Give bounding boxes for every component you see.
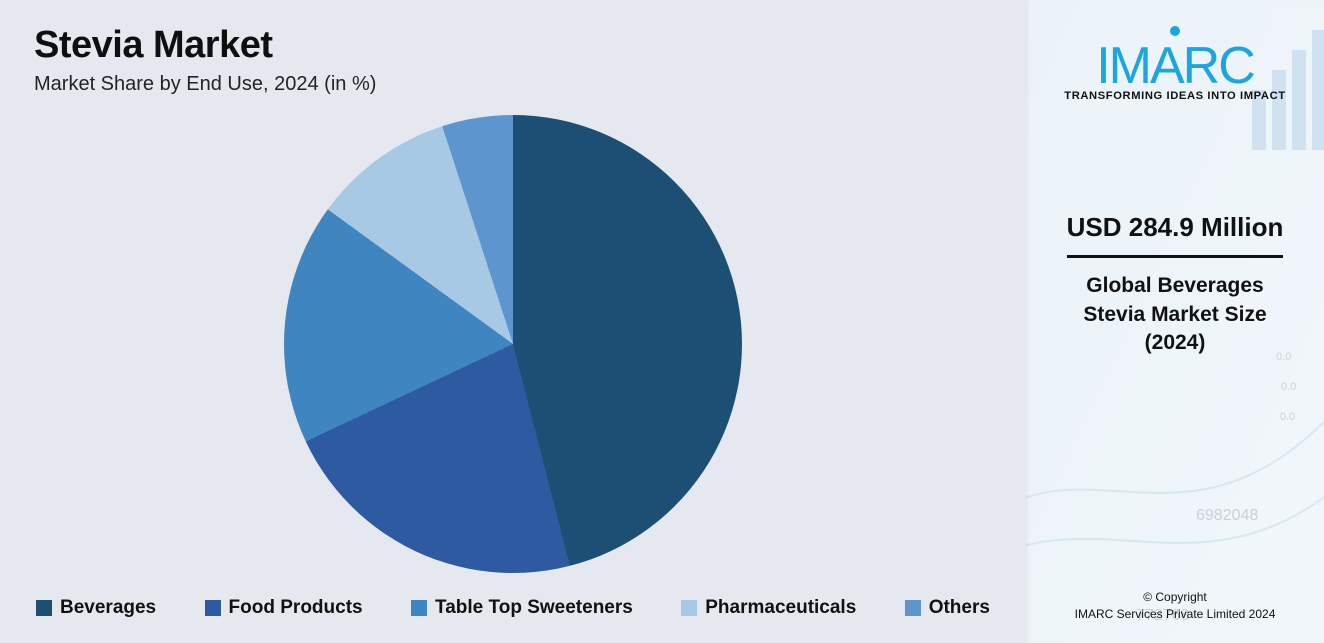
logo-wordmark: IMARC: [1064, 26, 1285, 88]
stat-label-line-1: Global Beverages: [1086, 274, 1263, 297]
legend-swatch: [681, 600, 697, 616]
legend-swatch: [205, 600, 221, 616]
legend: Beverages Food Products Table Top Sweetene…: [34, 597, 992, 623]
legend-swatch: [411, 600, 427, 616]
legend-item: Pharmaceuticals: [681, 597, 856, 619]
legend-swatch: [36, 600, 52, 616]
svg-text:6982048: 6982048: [1196, 507, 1258, 524]
stat-block: USD 284.9 Million Global Beverages Stevi…: [1041, 212, 1310, 357]
stat-label: Global Beverages Stevia Market Size (202…: [1067, 272, 1284, 357]
logo-tagline: TRANSFORMING IDEAS INTO IMPACT: [1064, 90, 1285, 102]
legend-label: Table Top Sweeteners: [435, 597, 633, 619]
logo-text: IMARC: [1096, 37, 1254, 95]
stat-label-line-2: Stevia Market Size: [1083, 303, 1266, 326]
copyright-line-2: IMARC Services Private Limited 2024: [1075, 607, 1276, 621]
main-panel: Stevia Market Market Share by End Use, 2…: [0, 0, 1026, 643]
legend-label: Pharmaceuticals: [705, 597, 856, 619]
stat-value: USD 284.9 Million: [1067, 212, 1284, 258]
sidebar: 6982048 772768 0.0 0.0 0.0 IMARC TRANSFO…: [1026, 0, 1324, 643]
legend-item: Food Products: [205, 597, 363, 619]
legend-label: Beverages: [60, 597, 156, 619]
legend-item: Others: [905, 597, 990, 619]
pie-chart: [284, 115, 742, 573]
legend-swatch: [905, 600, 921, 616]
logo-dot-icon: [1170, 26, 1180, 36]
stat-label-line-3: (2024): [1145, 331, 1206, 354]
legend-item: Table Top Sweeteners: [411, 597, 633, 619]
copyright: © Copyright IMARC Services Private Limit…: [1026, 589, 1324, 623]
copyright-line-1: © Copyright: [1143, 590, 1207, 604]
svg-text:0.0: 0.0: [1281, 381, 1296, 393]
page: Stevia Market Market Share by End Use, 2…: [0, 0, 1324, 643]
page-title: Stevia Market: [34, 24, 992, 67]
legend-label: Food Products: [229, 597, 363, 619]
chart-area: [34, 90, 992, 597]
brand-logo: IMARC TRANSFORMING IDEAS INTO IMPACT: [1064, 26, 1285, 102]
legend-item: Beverages: [36, 597, 156, 619]
svg-text:0.0: 0.0: [1280, 411, 1295, 423]
legend-label: Others: [929, 597, 990, 619]
